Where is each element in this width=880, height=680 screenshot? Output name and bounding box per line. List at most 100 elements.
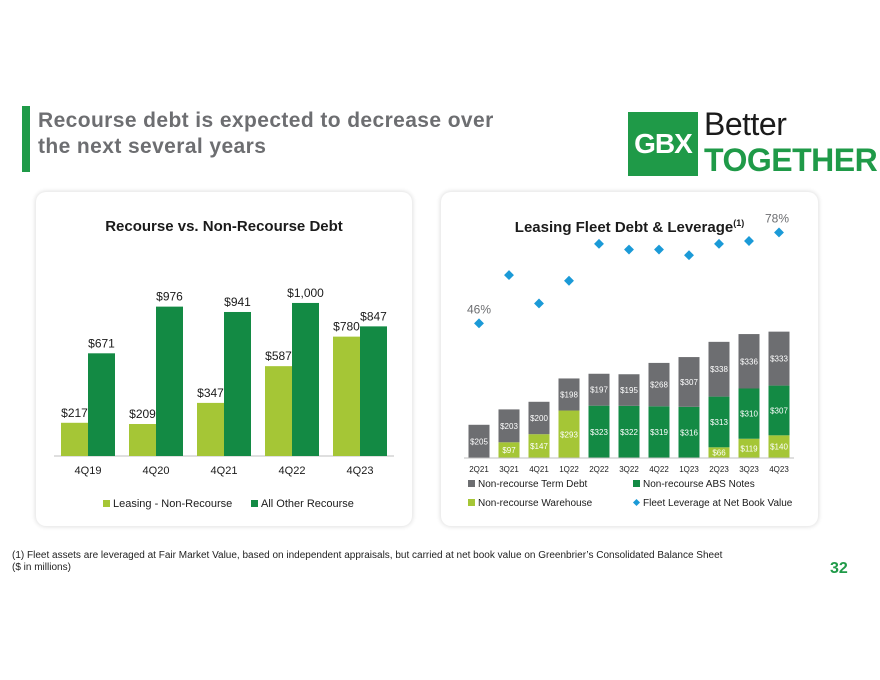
bar-segment-3Q23 xyxy=(738,438,760,458)
bar-segment-4Q23 xyxy=(768,331,790,386)
x-tick-label: 2Q21 xyxy=(469,465,489,474)
legend-label: Leasing - Non-Recourse xyxy=(113,498,232,510)
x-tick-label: 1Q22 xyxy=(559,465,579,474)
leverage-marker xyxy=(504,270,514,281)
leverage-marker xyxy=(744,236,754,246)
leverage-label: 46% xyxy=(467,302,491,316)
title-accent-bar xyxy=(22,106,30,172)
x-tick-label: 2Q22 xyxy=(589,465,609,474)
bar-recourse-4Q21 xyxy=(224,311,251,456)
legend-label: Non-recourse ABS Notes xyxy=(643,479,755,490)
x-tick-label: 3Q22 xyxy=(619,465,639,474)
segment-label: $293 xyxy=(560,430,578,439)
leverage-marker xyxy=(714,238,724,249)
logo-word-together: TOGETHER xyxy=(704,142,878,178)
segment-label: $198 xyxy=(560,390,578,399)
segment-label: $205 xyxy=(470,437,488,446)
x-tick-label: 4Q22 xyxy=(649,465,669,474)
bar-segment-2Q22 xyxy=(588,405,610,458)
bar-recourse-4Q22 xyxy=(292,302,319,456)
segment-label: $195 xyxy=(620,386,638,395)
segment-label: $200 xyxy=(530,414,548,423)
segment-label: $147 xyxy=(530,442,548,451)
page-title: Recourse debt is expected to decrease ov… xyxy=(38,108,598,160)
bar-recourse-4Q20 xyxy=(156,306,183,456)
x-tick-label: 3Q21 xyxy=(499,465,519,474)
leverage-marker xyxy=(684,250,694,261)
legend-label: Non-recourse Term Debt xyxy=(478,479,588,490)
bar-segment-4Q21 xyxy=(528,401,550,435)
gbx-logo: GBX Better TOGETHER xyxy=(628,106,878,178)
x-tick-label: 4Q20 xyxy=(143,465,170,477)
footnote: (1) Fleet assets are leveraged at Fair M… xyxy=(12,550,722,574)
bar-segment-4Q21 xyxy=(528,434,550,458)
data-label: $780 xyxy=(333,320,360,334)
segment-label: $338 xyxy=(710,365,728,374)
legend-label: Non-recourse Warehouse xyxy=(478,498,593,509)
x-tick-label: 2Q23 xyxy=(709,465,729,474)
page-title-line1: Recourse debt is expected to decrease ov… xyxy=(38,109,494,132)
bar-segment-2Q23 xyxy=(708,447,730,458)
segment-label: $307 xyxy=(770,406,788,415)
x-tick-label: 4Q23 xyxy=(769,465,789,474)
legend-label: Fleet Leverage at Net Book Value xyxy=(643,498,793,509)
bar-segment-3Q22 xyxy=(618,374,640,406)
bar-segment-2Q21 xyxy=(468,424,490,458)
segment-label: $66 xyxy=(712,449,726,458)
leverage-marker xyxy=(624,244,634,255)
data-label: $217 xyxy=(61,406,88,420)
page-number: 32 xyxy=(830,560,848,577)
data-label: $976 xyxy=(156,290,183,304)
bar-leasing-4Q20 xyxy=(129,424,156,456)
legend-swatch xyxy=(468,499,475,506)
leasing-chart-title: Leasing Fleet Debt & Leverage(1) xyxy=(441,218,818,236)
leverage-marker xyxy=(774,227,784,238)
segment-label: $336 xyxy=(740,357,758,366)
x-tick-label: 4Q23 xyxy=(347,465,374,477)
leverage-marker xyxy=(564,275,574,286)
legend-label: All Other Recourse xyxy=(261,498,354,510)
bar-segment-1Q22 xyxy=(558,378,580,411)
recourse-chart: $217 $671 4Q19 $209 $976 4Q20 $347 $941 4Q21 $587… xyxy=(54,286,394,510)
bar-segment-3Q21 xyxy=(498,409,520,443)
bar-segment-1Q23 xyxy=(678,406,700,458)
leasing-chart-panel: Leasing Fleet Debt & Leverage(1) $205 2Q2… xyxy=(441,192,818,526)
bar-leasing-4Q21 xyxy=(197,402,224,456)
recourse-chart-panel: Recourse vs. Non-Recourse Debt $217 $671 4… xyxy=(36,192,412,526)
segment-label: $203 xyxy=(500,422,518,431)
data-label: $1,000 xyxy=(287,286,324,300)
bar-segment-3Q23 xyxy=(738,334,760,389)
recourse-chart-title: Recourse vs. Non-Recourse Debt xyxy=(105,218,343,235)
leverage-marker xyxy=(474,318,484,329)
data-label: $587 xyxy=(265,349,292,363)
leasing-chart: $205 2Q21 46% $97 $203 3Q21 $147 $200 4Q21 $293 $1… xyxy=(464,211,794,509)
logo-mark: GBX xyxy=(628,112,698,176)
segment-label: $197 xyxy=(590,386,608,395)
legend-swatch xyxy=(468,480,475,487)
x-tick-label: 3Q23 xyxy=(739,465,759,474)
page-title-line2: the next several years xyxy=(38,135,267,158)
data-label: $941 xyxy=(224,295,251,309)
footnote-line1: (1) Fleet assets are leveraged at Fair M… xyxy=(12,550,723,561)
bar-segment-2Q23 xyxy=(708,396,730,448)
segment-label: $319 xyxy=(650,428,668,437)
leasing-chart-title-text: Leasing Fleet Debt & Leverage xyxy=(514,219,734,236)
x-tick-label: 4Q19 xyxy=(75,465,102,477)
leverage-marker xyxy=(654,244,664,255)
segment-label: $322 xyxy=(620,428,638,437)
segment-label: $307 xyxy=(680,378,698,387)
leverage-marker xyxy=(594,238,604,249)
segment-label: $268 xyxy=(650,381,668,390)
bar-leasing-4Q23 xyxy=(333,336,360,456)
segment-label: $310 xyxy=(740,410,758,419)
leverage-label: 78% xyxy=(765,211,789,225)
bar-segment-1Q22 xyxy=(558,410,580,458)
legend-swatch xyxy=(103,500,110,507)
x-tick-label: 4Q21 xyxy=(211,465,238,477)
logo-word-better: Better xyxy=(704,106,787,142)
leasing-chart-title-sup: (1) xyxy=(733,218,745,228)
segment-label: $333 xyxy=(770,355,788,364)
bar-segment-4Q23 xyxy=(768,385,790,436)
bar-recourse-4Q23 xyxy=(360,326,387,456)
legend-swatch xyxy=(251,500,258,507)
